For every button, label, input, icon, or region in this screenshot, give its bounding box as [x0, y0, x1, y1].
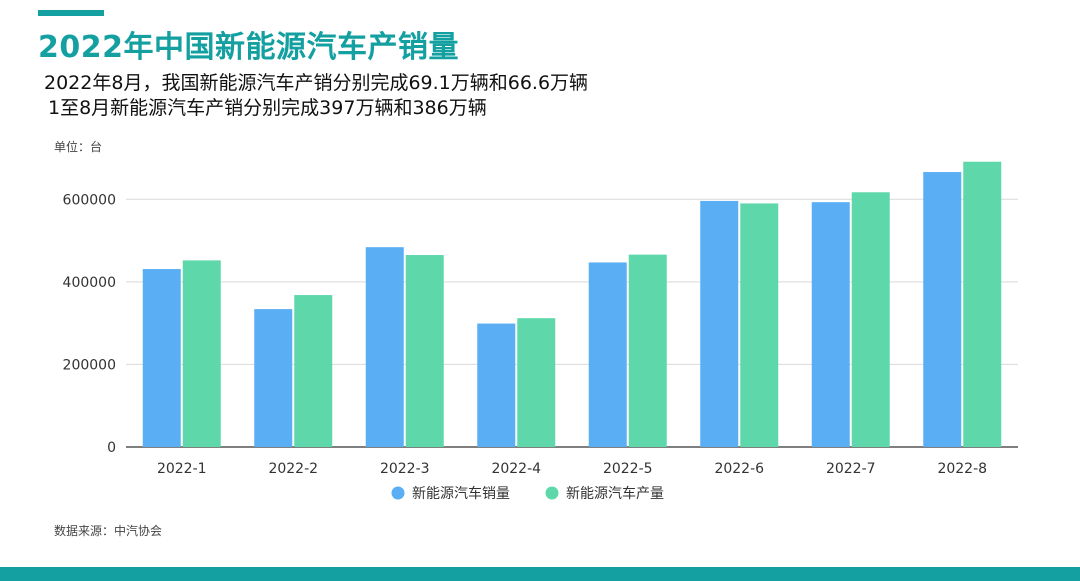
sales-bar: [588, 262, 627, 447]
sales-bar: [700, 200, 739, 447]
source-label: 数据来源：中汽协会: [54, 524, 163, 538]
sales-bar: [477, 323, 516, 447]
production-bar: [740, 203, 779, 447]
production-bar: [628, 254, 667, 447]
unit-label: 单位：台: [54, 140, 103, 154]
x-tick-label: 2022-1: [157, 461, 207, 477]
x-tick-label: 2022-2: [268, 461, 318, 477]
x-tick-label: 2022-5: [603, 461, 653, 477]
x-tick-label: 2022-6: [714, 461, 764, 477]
y-tick-label: 400000: [63, 275, 116, 291]
production-bar: [405, 255, 444, 447]
y-tick-label: 200000: [63, 357, 116, 373]
x-tick-label: 2022-3: [380, 461, 430, 477]
production-bar: [517, 318, 556, 447]
x-tick-label: 2022-8: [937, 461, 987, 477]
production-bar: [294, 295, 333, 447]
title-accent-bar: [38, 10, 104, 16]
y-axis-ticks: 0 200000 400000 600000: [63, 192, 116, 456]
y-tick-label: 600000: [63, 192, 116, 208]
page-title: 2022年中国新能源汽车产销量: [38, 30, 459, 65]
legend-marker: [391, 486, 405, 500]
legend-marker: [545, 486, 559, 500]
sales-bar: [923, 172, 962, 447]
sales-bar: [254, 309, 293, 447]
sales-bar: [365, 247, 404, 447]
sales-bar: [811, 202, 850, 447]
y-tick-label: 0: [107, 440, 116, 456]
production-bar: [963, 161, 1002, 448]
x-axis-ticks: 2022-1 2022-2 2022-3 2022-4 2022-5 2022-6 2022…: [157, 461, 987, 477]
bars: [142, 161, 1002, 448]
sales-bar: [142, 269, 181, 447]
footer-accent-bar: [0, 567, 1080, 581]
legend-label: 新能源汽车销量: [412, 485, 510, 502]
subtitle-line-1: 2022年8月，我国新能源汽车产销分别完成69.1万辆和66.6万辆: [44, 72, 589, 94]
subtitle-line-2: 1至8月新能源汽车产销分别完成397万辆和386万辆: [48, 97, 487, 119]
x-tick-label: 2022-7: [826, 461, 876, 477]
x-tick-label: 2022-4: [491, 461, 541, 477]
legend: 新能源汽车销量 新能源汽车产量: [391, 485, 664, 502]
production-bar: [851, 192, 890, 447]
legend-label: 新能源汽车产量: [566, 485, 664, 502]
production-bar: [182, 260, 221, 447]
